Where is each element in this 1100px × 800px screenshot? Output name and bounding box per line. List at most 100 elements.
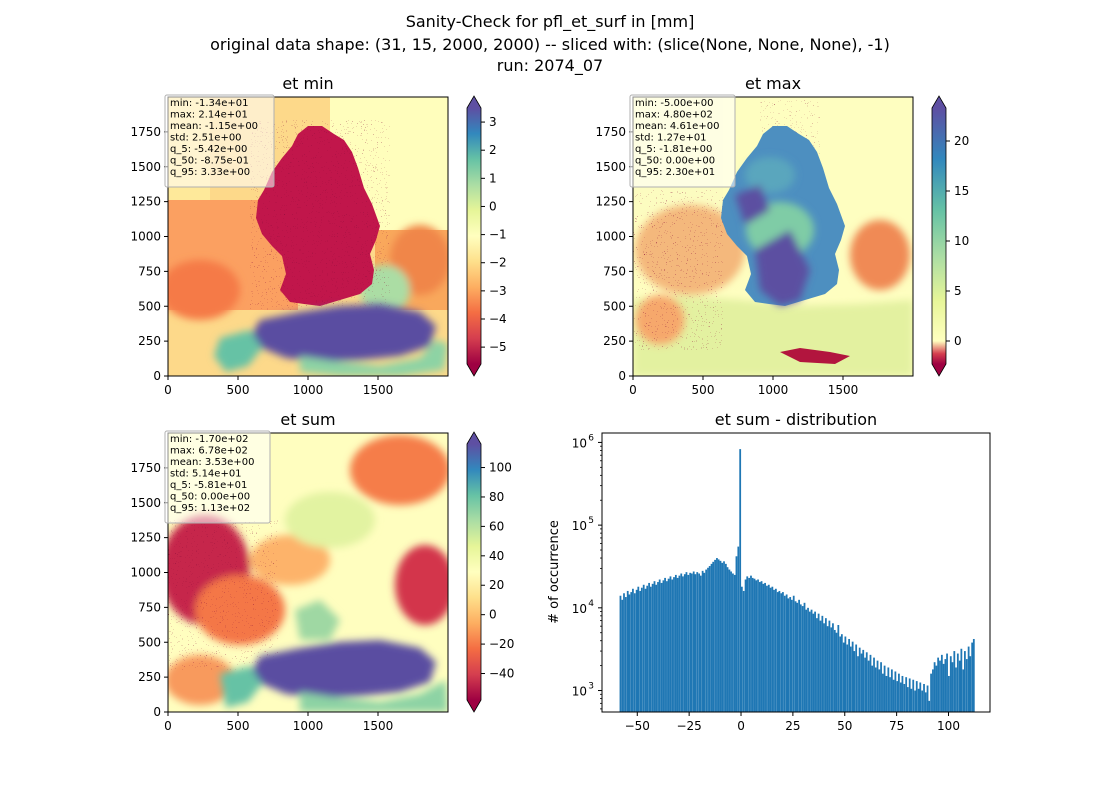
histogram-bar (914, 690, 916, 712)
histogram-bar (969, 656, 972, 712)
histogram-bar (667, 578, 670, 712)
x-tick-label: 25 (785, 719, 800, 733)
histogram-bar (940, 654, 943, 712)
histogram-bar (674, 574, 677, 712)
y-tick-label: 1250 (595, 195, 626, 209)
histogram-bar (816, 618, 818, 712)
stats-line: q_95: 3.33e+00 (170, 167, 250, 178)
histogram-bar (683, 574, 686, 712)
histogram-bar (880, 662, 882, 712)
stats-line: q_95: 2.30e+01 (635, 167, 715, 178)
histogram-bar (707, 567, 709, 712)
figure-title-line-1: Sanity-Check for pfl_et_surf in [mm] (405, 12, 695, 31)
histogram-bar (774, 588, 777, 712)
histogram-bar (762, 583, 765, 712)
histogram-bar (671, 579, 674, 712)
histogram-bar (876, 660, 879, 712)
map-et-min: et min 0 (130, 74, 506, 397)
x-tick-label: 0 (164, 719, 172, 733)
histogram-bar (839, 636, 842, 712)
histogram-bar (726, 567, 729, 712)
histogram-bar (828, 620, 831, 712)
histogram-bar (915, 681, 918, 712)
histogram-bar (962, 669, 965, 712)
histogram-bar (740, 586, 743, 712)
stats-line: min: -5.00e+00 (635, 98, 714, 109)
histogram-bar (955, 667, 957, 712)
histogram-bar (926, 685, 929, 712)
histogram-bar (757, 579, 759, 712)
histogram-bar (899, 682, 902, 712)
histogram-bar (748, 577, 751, 712)
colorbar-tick-label: 2 (489, 143, 497, 157)
histogram-bar (890, 669, 893, 712)
x-tick-label: 500 (227, 383, 250, 397)
histogram-bar (860, 653, 863, 712)
histogram-bar (919, 682, 922, 712)
histogram-bar (910, 688, 913, 712)
histogram-bar (801, 606, 804, 712)
histogram-bar (746, 576, 749, 712)
histogram-bar (760, 581, 763, 712)
y-tick-label: 500 (603, 299, 626, 313)
histogram-bar (930, 673, 932, 712)
histogram-bar (750, 575, 752, 712)
histogram-bar (937, 657, 940, 712)
histogram-title: et sum - distribution (715, 410, 877, 429)
x-tick-label: 0 (629, 383, 637, 397)
axes-ticks-et-max: 0 500 1000 1500 0 250 500 750 1000 1250 1500 1750 (595, 125, 858, 397)
x-tick-label: 1000 (293, 383, 324, 397)
y-tick-exponent: 4 (588, 599, 594, 609)
histogram-bar (642, 584, 645, 712)
histogram-bar (673, 577, 675, 712)
histogram-bar (842, 642, 845, 712)
histogram-bar (687, 574, 690, 712)
colorbar-tick-label: 5 (954, 284, 962, 298)
colorbar-tick-label: 3 (489, 115, 497, 129)
x-tick-label: −50 (625, 719, 650, 733)
stats-line: q_5: -5.81e+01 (170, 480, 247, 491)
colorbar-tick-label: 100 (489, 461, 512, 475)
axes-ticks-et-min: 0 500 1000 1500 0 250 500 750 1000 1250 1500 1750 (130, 125, 393, 397)
histogram-bar (898, 673, 900, 712)
histogram-bar (649, 586, 652, 712)
histogram-bar (833, 629, 836, 712)
histogram-bar (889, 677, 891, 712)
histogram-bar (626, 590, 629, 712)
histogram-bar (778, 590, 781, 712)
histogram-bar (853, 651, 856, 712)
histogram-bar (787, 598, 790, 712)
histogram-bar (924, 692, 927, 712)
histogram-bar (821, 615, 824, 712)
colorbar-tick-label: 15 (954, 184, 969, 198)
colorbar-tick-label: 1 (489, 171, 497, 185)
figure-title-line-3: run: 2074_07 (496, 56, 604, 75)
histogram-bar (948, 675, 950, 712)
y-tick-label: 1250 (130, 195, 161, 209)
histogram-bar (767, 584, 770, 712)
histogram-bar (744, 579, 747, 712)
histogram-bar (657, 582, 659, 712)
histogram-bar (805, 609, 808, 712)
histogram-bar (764, 582, 766, 712)
histogram-bar (628, 594, 631, 712)
histogram-bar (921, 690, 924, 712)
histogram-bar (678, 575, 681, 712)
histogram-bar (846, 644, 849, 712)
map-title-et-min: et min (282, 74, 333, 93)
histogram-bar (776, 592, 779, 712)
histogram-bar (623, 593, 625, 712)
histogram-bar (792, 595, 795, 712)
colorbar-tick-label: 60 (489, 519, 504, 533)
histogram-bar (923, 683, 925, 712)
histogram-bar (844, 636, 847, 712)
histogram-bar (933, 662, 936, 712)
histogram-bar (971, 642, 974, 712)
y-tick-exponent: 3 (588, 682, 594, 692)
histogram-bar (960, 648, 963, 712)
x-tick-label: 500 (692, 383, 715, 397)
stats-line: max: 2.14e+01 (170, 110, 248, 121)
